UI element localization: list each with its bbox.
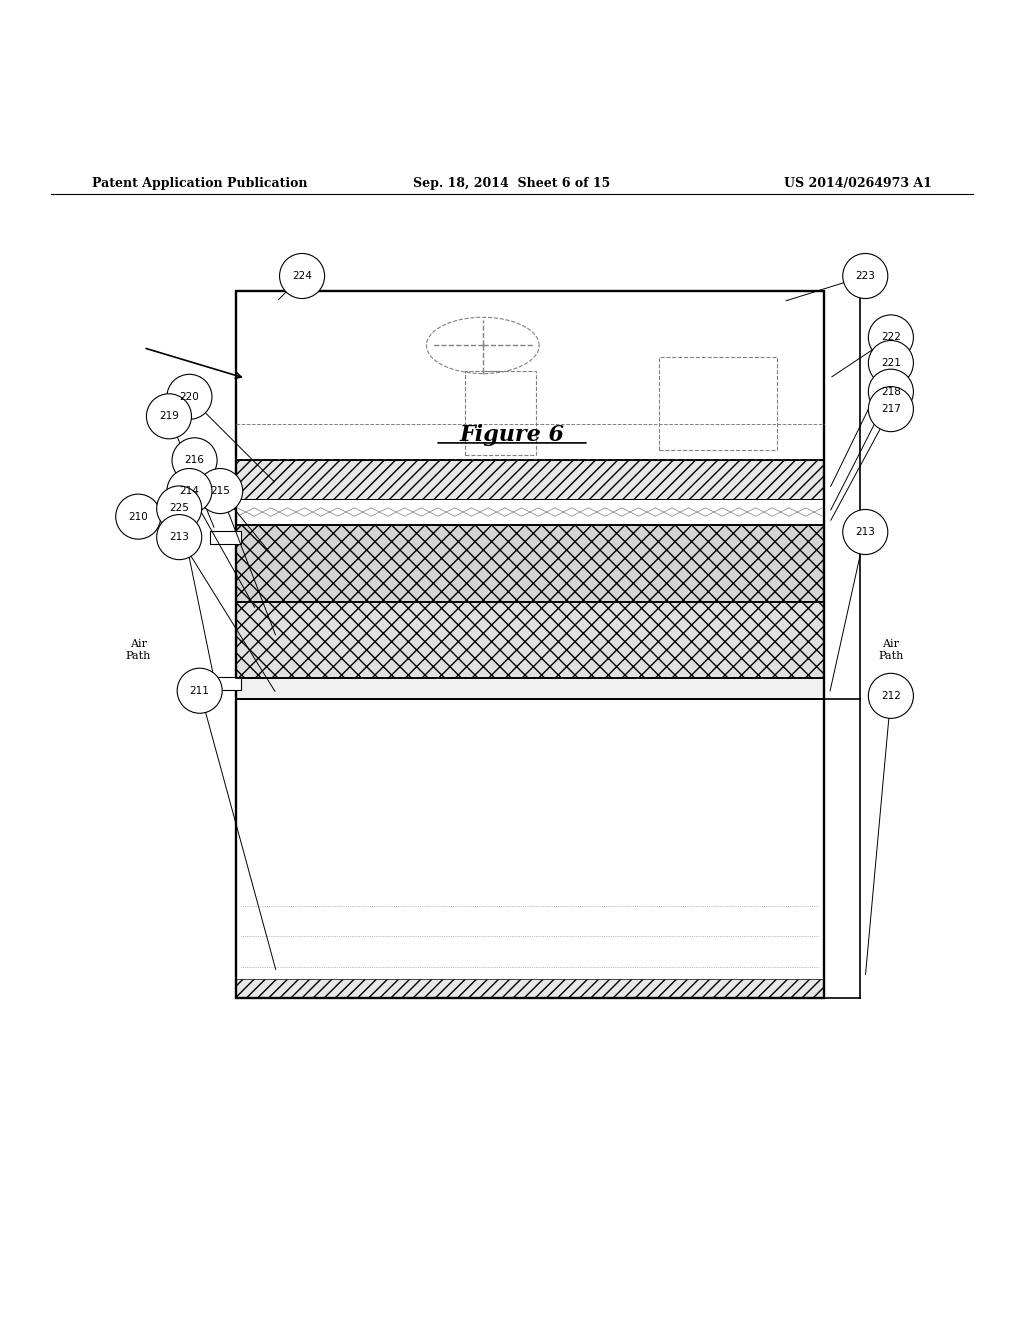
Text: US 2014/0264973 A1: US 2014/0264973 A1 — [784, 177, 932, 190]
Bar — [236, 979, 824, 998]
Circle shape — [843, 253, 888, 298]
Circle shape — [868, 341, 913, 385]
Text: 213: 213 — [855, 527, 876, 537]
Text: 218: 218 — [881, 387, 901, 397]
Circle shape — [868, 387, 913, 432]
Text: 221: 221 — [881, 358, 901, 368]
Circle shape — [167, 375, 212, 420]
Text: 217: 217 — [881, 404, 901, 414]
Bar — [236, 292, 824, 998]
Bar — [236, 602, 824, 678]
Text: Figure 6: Figure 6 — [460, 424, 564, 446]
Circle shape — [157, 486, 202, 531]
Text: Sep. 18, 2014  Sheet 6 of 15: Sep. 18, 2014 Sheet 6 of 15 — [414, 177, 610, 190]
Text: Air
Path: Air Path — [879, 639, 903, 660]
Circle shape — [843, 510, 888, 554]
Bar — [659, 358, 777, 450]
Text: 219: 219 — [159, 412, 179, 421]
Text: 216: 216 — [184, 455, 205, 466]
Bar — [210, 677, 241, 689]
Text: 224: 224 — [292, 271, 312, 281]
Text: 215: 215 — [210, 486, 230, 496]
Text: Air
Path: Air Path — [126, 639, 151, 660]
Circle shape — [116, 494, 161, 539]
Circle shape — [172, 438, 217, 483]
Circle shape — [167, 469, 212, 513]
Circle shape — [868, 673, 913, 718]
Bar — [236, 525, 824, 602]
Circle shape — [146, 393, 191, 438]
Bar — [465, 371, 537, 455]
Bar — [236, 461, 824, 499]
Text: 212: 212 — [881, 690, 901, 701]
Text: 223: 223 — [855, 271, 876, 281]
Text: 225: 225 — [169, 503, 189, 513]
Bar — [236, 698, 824, 998]
Text: 220: 220 — [179, 392, 200, 401]
Text: 213: 213 — [169, 532, 189, 543]
Bar — [236, 678, 824, 698]
Bar — [236, 292, 824, 461]
Text: 222: 222 — [881, 333, 901, 342]
Bar — [210, 532, 241, 544]
Circle shape — [868, 370, 913, 414]
Text: 210: 210 — [128, 512, 148, 521]
Bar — [236, 499, 824, 525]
Circle shape — [868, 315, 913, 360]
Circle shape — [177, 668, 222, 713]
Circle shape — [198, 469, 243, 513]
Circle shape — [157, 515, 202, 560]
Text: Patent Application Publication: Patent Application Publication — [92, 177, 307, 190]
Text: 211: 211 — [189, 685, 210, 696]
Text: 214: 214 — [179, 486, 200, 496]
Circle shape — [280, 253, 325, 298]
